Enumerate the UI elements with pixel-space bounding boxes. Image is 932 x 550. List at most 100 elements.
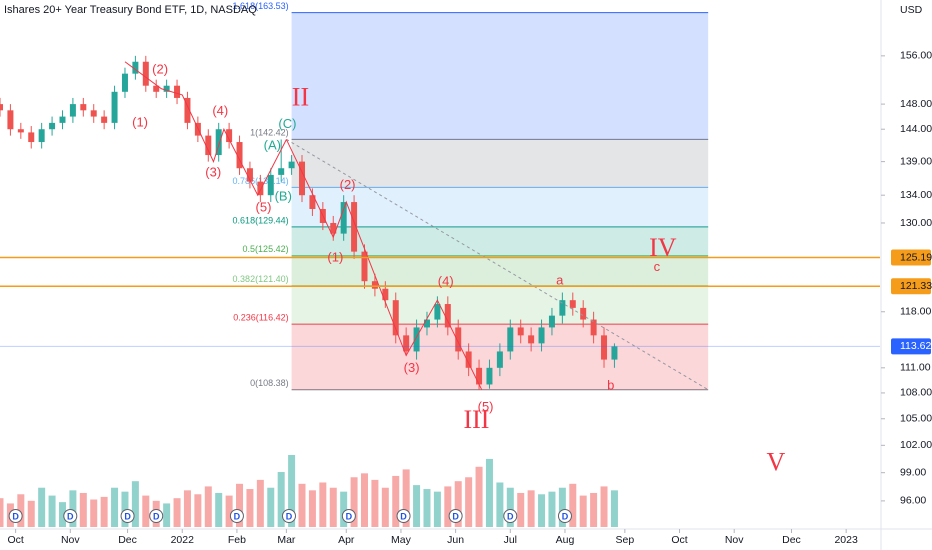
volume-bar (371, 479, 379, 527)
fib-zone (291, 255, 709, 286)
candle-body (601, 335, 608, 360)
dividend-marker (63, 509, 78, 523)
x-tick-label: 2023 (834, 534, 858, 546)
volume-bar (610, 490, 618, 527)
candle-body (38, 129, 45, 143)
candle-body (7, 110, 14, 130)
volume-bar (100, 496, 108, 527)
wave-label: (1) (132, 114, 148, 129)
candle-body (142, 61, 149, 86)
degree-label: II (292, 83, 309, 112)
dividend-label: D (346, 511, 353, 521)
volume-bar (569, 483, 577, 527)
fib-zone (291, 226, 709, 256)
volume-bar (17, 494, 25, 527)
volume-bar (485, 458, 493, 527)
annotations: (2) (1) (4) (3) (5) (C) (A) (B) (2) (1) (4) (3) (5) a… (0, 61, 880, 523)
candle-body (340, 202, 347, 234)
dividend-label: D (124, 511, 131, 521)
fib-label: 0.5(125.42) (243, 244, 289, 254)
volume-bar (444, 486, 452, 527)
candle-body (559, 300, 566, 316)
volume-bar (256, 479, 264, 527)
dividend-label: D (234, 511, 241, 521)
volume-bar (90, 499, 98, 527)
fib-zones: 0(108.38) 0.236(116.42) 0.382(121.40) 0.5(1… (233, 1, 709, 391)
trend-line (286, 138, 709, 391)
volume-bar (600, 486, 608, 527)
wave-label: a (556, 273, 564, 288)
x-tick-label: Nov (725, 534, 744, 546)
candle-body (215, 129, 222, 156)
candle-body (548, 315, 555, 328)
candle-body (28, 132, 35, 143)
x-tick-label: 2022 (171, 534, 195, 546)
degree-label: IV (649, 233, 677, 262)
candle-body (236, 142, 243, 169)
dividend-marker (503, 509, 518, 523)
fib-label: 0.382(121.40) (233, 274, 289, 284)
volume-bar (38, 487, 46, 527)
wave-label: c (654, 259, 661, 274)
y-tick-label: 111.00 (900, 362, 931, 374)
dividend-marker (120, 509, 135, 523)
volume-bar (475, 466, 483, 527)
wave-label: (4) (438, 273, 454, 288)
dividend-marker (557, 509, 572, 523)
volume-bar (381, 487, 389, 527)
last-price-box (891, 338, 931, 355)
x-tick-label: Oct (7, 534, 23, 546)
volume-bar (142, 495, 150, 527)
volume-bar (58, 502, 66, 527)
candle-body (538, 327, 545, 344)
x-tick-label: May (391, 534, 412, 546)
candle-body (403, 335, 410, 352)
volume-bar (111, 487, 119, 527)
candle-body (101, 116, 108, 123)
candle-body (476, 367, 483, 385)
x-tick-label: Aug (556, 534, 575, 546)
candle-body (90, 110, 97, 117)
y-tick-label: 156.00 (900, 50, 932, 62)
volume-bar (360, 473, 368, 527)
candle-body (184, 97, 191, 123)
axes: 96.00 99.00 102.00 105.00 108.00 111.00 118.00… (7, 50, 932, 546)
y-tick-label: 108.00 (900, 387, 932, 399)
dividend-label: D (452, 511, 459, 521)
degree-label: III (463, 405, 489, 434)
y-tick-label: 144.00 (900, 123, 932, 135)
candle-body (309, 195, 316, 209)
dividend-marker (448, 509, 463, 523)
fib-label: 0(108.38) (250, 378, 289, 388)
candle-body (288, 161, 295, 169)
volume-bar (183, 490, 191, 527)
price-label-box (891, 249, 931, 266)
candle-body (121, 73, 128, 92)
x-tick-label: Dec (118, 534, 137, 546)
volume-bar (288, 455, 296, 527)
candle-body (59, 116, 66, 123)
volume-bar (423, 489, 431, 527)
wave-label: (B) (275, 189, 292, 204)
volume-bar (590, 492, 598, 527)
volume-bar (79, 492, 87, 527)
x-tick-label: Mar (277, 534, 296, 546)
candle-body (444, 304, 451, 328)
dividend-label: D (153, 511, 160, 521)
volume-bar (454, 481, 462, 527)
candle-body (163, 85, 170, 92)
volume-bar (308, 490, 316, 527)
wave-label: (3) (205, 164, 221, 179)
x-tick-label: Feb (228, 534, 246, 546)
currency-label: USD (900, 4, 923, 16)
wave-label: (2) (152, 61, 168, 76)
volume-bar (579, 495, 587, 527)
candle-body (174, 85, 181, 98)
y-tick-label: 105.00 (900, 413, 932, 425)
candle-body (434, 304, 441, 320)
candle-body (528, 335, 535, 344)
volume-bar (267, 487, 275, 527)
candle-body (226, 129, 233, 143)
x-tick-label: Apr (338, 534, 355, 546)
candle-body (423, 319, 430, 328)
